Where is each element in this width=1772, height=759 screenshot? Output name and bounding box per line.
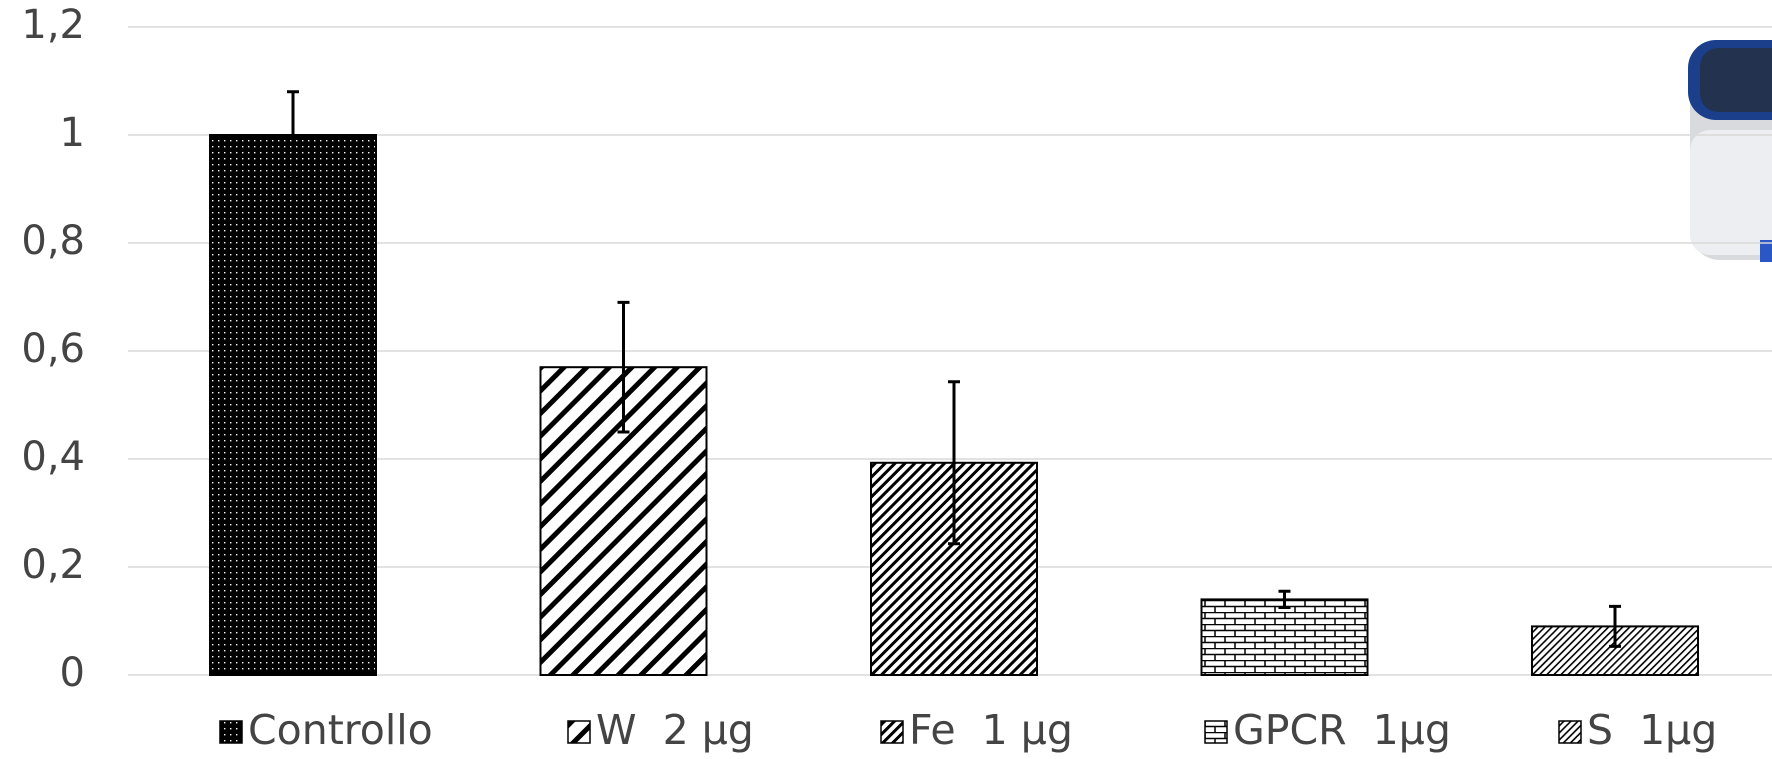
y-tick-label: 0,6 (21, 326, 85, 372)
y-tick-label: 1,2 (21, 2, 85, 48)
legend-swatch (220, 721, 242, 743)
y-tick-label: 0 (60, 650, 85, 696)
y-tick-label: 0,8 (21, 218, 85, 264)
device-picture (1688, 40, 1772, 262)
y-tick-label: 1 (60, 110, 85, 156)
legend-label: Controllo (248, 706, 433, 754)
legend-label: W 2 µg (596, 706, 754, 754)
y-tick-label: 0,2 (21, 542, 85, 588)
bar (1202, 599, 1368, 675)
chart: 0 0,2 0,4 0,6 0,8 1 1,2 Controllo W 2 µg Fe 1 µg G… (0, 0, 1772, 759)
bar (210, 135, 376, 675)
legend-swatch (1559, 721, 1581, 743)
legend-label: Fe 1 µg (909, 706, 1073, 754)
legend-label: GPCR 1µg (1233, 706, 1451, 754)
legend-swatch (1205, 721, 1227, 743)
legend-label: S 1µg (1587, 706, 1717, 754)
y-tick-label: 0,4 (21, 434, 85, 480)
legend-swatch (881, 721, 903, 743)
legend-swatch (568, 721, 590, 743)
